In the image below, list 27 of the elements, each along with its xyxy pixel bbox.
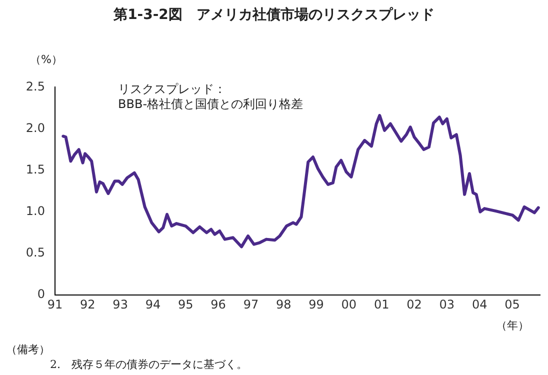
chart-title: 第1-3-2図 アメリカ社債市場のリスクスプレッド	[112, 6, 436, 24]
text: 2. 残存５年の債券のデータに基づく。	[50, 357, 248, 372]
text: （備考）	[6, 342, 50, 357]
x-tick-label: 03	[439, 297, 455, 312]
y-tick-label: 0.5	[26, 246, 45, 260]
x-tick-label: 92	[80, 297, 96, 312]
y-tick-label: 0	[37, 287, 45, 302]
y-tick-label: 1.5	[26, 162, 45, 176]
x-tick-label: 93	[112, 297, 128, 312]
y-axis-title: （%）	[30, 52, 62, 67]
x-tick-label: 95	[178, 297, 194, 312]
x-tick-label: 99	[308, 297, 324, 312]
x-tick-label: 02	[406, 297, 422, 312]
x-tick-label: 98	[276, 297, 292, 312]
x-tick-label: 01	[374, 297, 390, 312]
y-tick-label: 2.0	[26, 120, 45, 135]
x-tick-label: 00	[341, 297, 357, 312]
x-tick-label: 94	[145, 297, 161, 312]
annotation: リスクスプレッド： BBB-格社債と国債との利回り格差	[118, 82, 304, 112]
x-axis-title: （年）	[496, 318, 529, 333]
x-tick-label: 05	[504, 297, 520, 312]
x-tick-label: 04	[472, 297, 488, 312]
x-tick-label: 97	[243, 297, 259, 312]
y-tick-label: 2.5	[26, 79, 45, 94]
y-tick-label: 1.0	[26, 204, 45, 218]
x-tick-label: 96	[210, 297, 226, 312]
x-tick-label: 91	[47, 297, 63, 312]
